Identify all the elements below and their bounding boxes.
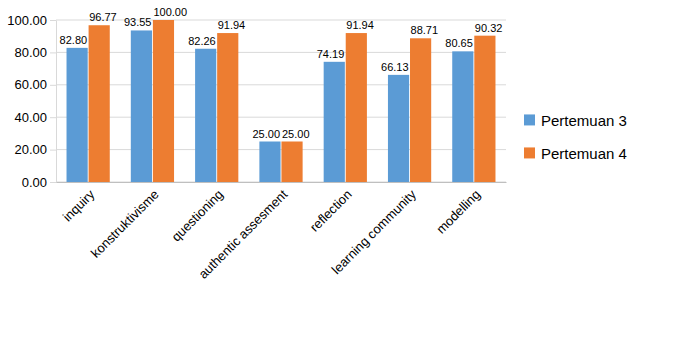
grid-line bbox=[56, 182, 506, 183]
bar bbox=[281, 142, 302, 183]
grid bbox=[56, 20, 506, 182]
bar bbox=[346, 33, 367, 182]
chart: 0.00 20.00 40.00 60.00 80.00 100.00 inquirykon… bbox=[0, 0, 676, 348]
y-tick-label: 60.00 bbox=[14, 77, 47, 92]
legend-label: Pertemuan 4 bbox=[541, 145, 627, 162]
x-tick: modelling bbox=[433, 187, 483, 237]
y-axis: 0.00 20.00 40.00 60.00 80.00 100.00 bbox=[7, 13, 56, 190]
data-label: 82.26 bbox=[188, 35, 216, 47]
grid-line bbox=[56, 149, 506, 150]
bar bbox=[410, 38, 431, 182]
y-axis-line bbox=[56, 21, 57, 183]
data-label: 80.65 bbox=[445, 37, 473, 49]
x-tick: learning community bbox=[329, 186, 420, 277]
bar bbox=[217, 33, 238, 182]
data-label: 25.00 bbox=[252, 128, 280, 140]
legend: Pertemuan 3 Pertemuan 4 bbox=[524, 112, 627, 162]
data-label: 66.13 bbox=[381, 61, 409, 73]
data-label: 90.32 bbox=[475, 22, 503, 34]
y-tick-label: 40.00 bbox=[14, 110, 47, 125]
bar bbox=[195, 49, 216, 182]
y-tick-mark bbox=[50, 52, 56, 53]
y-tick-mark bbox=[50, 150, 56, 151]
data-label: 91.94 bbox=[218, 19, 246, 31]
x-tick: konstruktivisme bbox=[88, 187, 162, 261]
bar bbox=[388, 75, 409, 182]
legend-item: Pertemuan 3 bbox=[524, 112, 627, 129]
legend-label: Pertemuan 3 bbox=[541, 112, 627, 129]
y-tick: 100.00 bbox=[7, 13, 56, 28]
legend-swatch bbox=[524, 147, 535, 158]
legend-item: Pertemuan 4 bbox=[524, 145, 627, 162]
data-label: 100.00 bbox=[153, 6, 187, 18]
data-label: 91.94 bbox=[346, 19, 374, 31]
bar bbox=[324, 62, 345, 182]
legend-swatch bbox=[524, 114, 535, 125]
grid-line bbox=[56, 52, 506, 53]
y-tick-label: 80.00 bbox=[14, 45, 47, 60]
y-tick-label: 0.00 bbox=[22, 175, 47, 190]
bars bbox=[67, 20, 496, 182]
y-tick-mark bbox=[50, 117, 56, 118]
x-tick: authentic assesment bbox=[195, 186, 290, 281]
bar bbox=[153, 20, 174, 182]
bar bbox=[131, 30, 152, 182]
grid-line bbox=[56, 84, 506, 85]
x-tick-label: learning community bbox=[329, 186, 420, 277]
data-label: 88.71 bbox=[411, 24, 439, 36]
x-tick-label: questioning bbox=[168, 187, 226, 245]
x-tick: questioning bbox=[168, 187, 226, 245]
data-label: 74.19 bbox=[317, 48, 345, 60]
y-tick-mark bbox=[50, 182, 56, 183]
bar bbox=[259, 142, 280, 183]
y-tick-mark bbox=[50, 85, 56, 86]
x-tick-label: reflection bbox=[307, 187, 355, 235]
bar bbox=[474, 36, 495, 182]
y-tick-label: 20.00 bbox=[14, 142, 47, 157]
bar bbox=[67, 48, 88, 182]
y-tick: 60.00 bbox=[14, 77, 56, 92]
grid-line bbox=[56, 117, 506, 118]
x-tick-label: inquiry bbox=[60, 186, 98, 224]
x-axis-line bbox=[57, 182, 507, 183]
y-tick-mark bbox=[50, 20, 56, 21]
bar bbox=[89, 25, 110, 182]
x-tick: inquiry bbox=[60, 186, 98, 224]
y-tick: 80.00 bbox=[14, 45, 56, 60]
x-tick-label: authentic assesment bbox=[195, 186, 290, 281]
x-tick-label: konstruktivisme bbox=[88, 187, 162, 261]
y-tick-label: 100.00 bbox=[7, 13, 47, 28]
y-tick: 20.00 bbox=[14, 142, 56, 157]
plot: 0.00 20.00 40.00 60.00 80.00 100.00 inquirykon… bbox=[7, 6, 506, 282]
data-label: 82.80 bbox=[60, 34, 88, 46]
x-axis: inquirykonstruktivismequestioningauthent… bbox=[57, 183, 507, 282]
x-tick: reflection bbox=[307, 187, 355, 235]
bar bbox=[452, 51, 473, 182]
x-tick-label: modelling bbox=[433, 187, 483, 237]
data-label: 93.55 bbox=[124, 16, 152, 28]
data-labels: 82.80 93.55 82.26 25.00 74.19 66.13 80.65 96.77… bbox=[60, 6, 503, 140]
data-label: 96.77 bbox=[89, 11, 117, 23]
y-tick: 0.00 bbox=[22, 175, 56, 190]
data-label: 25.00 bbox=[282, 128, 310, 140]
y-tick: 40.00 bbox=[14, 110, 56, 125]
